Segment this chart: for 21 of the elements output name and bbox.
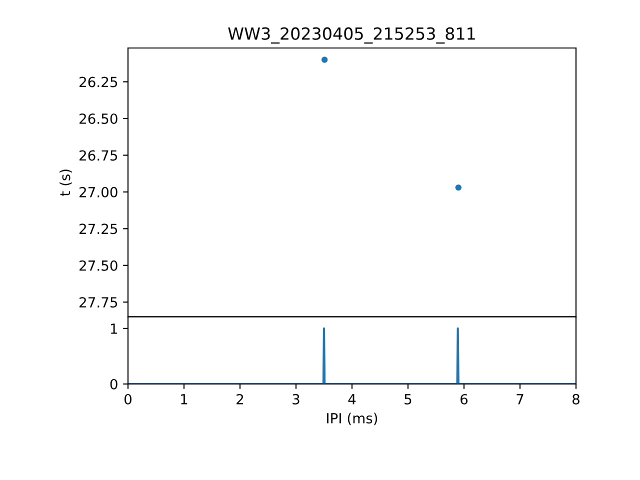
x-axis-title: IPI (ms): [327, 412, 378, 426]
x-tick-label: 8: [572, 394, 580, 404]
x-tick-label: 0: [124, 394, 132, 404]
y-tick-label: 27.50: [80, 260, 118, 271]
x-tick-label: 4: [348, 394, 356, 404]
x-tick-label: 3: [292, 394, 300, 404]
y-tick-label: 27.00: [80, 186, 118, 198]
y-tick-label: 26.75: [80, 150, 118, 161]
y-axis-title: t (s): [60, 170, 72, 196]
y-tick-label: 27.75: [80, 297, 118, 308]
y-tick-label: 27.25: [80, 224, 118, 234]
x-tick-label: 1: [181, 394, 188, 404]
x-tick-label: 6: [460, 394, 468, 404]
chart-title: WW3_20230405_215253_811: [228, 27, 475, 44]
y-tick-label: 26.50: [80, 113, 118, 124]
x-tick-label: 7: [516, 394, 524, 404]
y-tick-label: 26.25: [80, 76, 118, 88]
x-tick-label: 5: [404, 394, 412, 404]
x-tick-label: 2: [236, 394, 244, 404]
y-tick-label: 0: [110, 378, 118, 390]
y-tick-label: 1: [110, 324, 117, 334]
